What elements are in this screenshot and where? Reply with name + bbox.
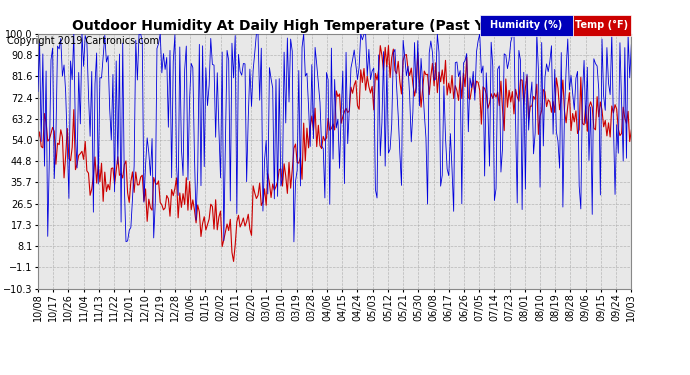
Text: Copyright 2019 Cartronics.com: Copyright 2019 Cartronics.com bbox=[7, 36, 159, 46]
Text: Humidity (%): Humidity (%) bbox=[490, 20, 562, 30]
Title: Outdoor Humidity At Daily High Temperature (Past Year) 20191008: Outdoor Humidity At Daily High Temperatu… bbox=[72, 19, 598, 33]
Text: Temp (°F): Temp (°F) bbox=[575, 20, 629, 30]
